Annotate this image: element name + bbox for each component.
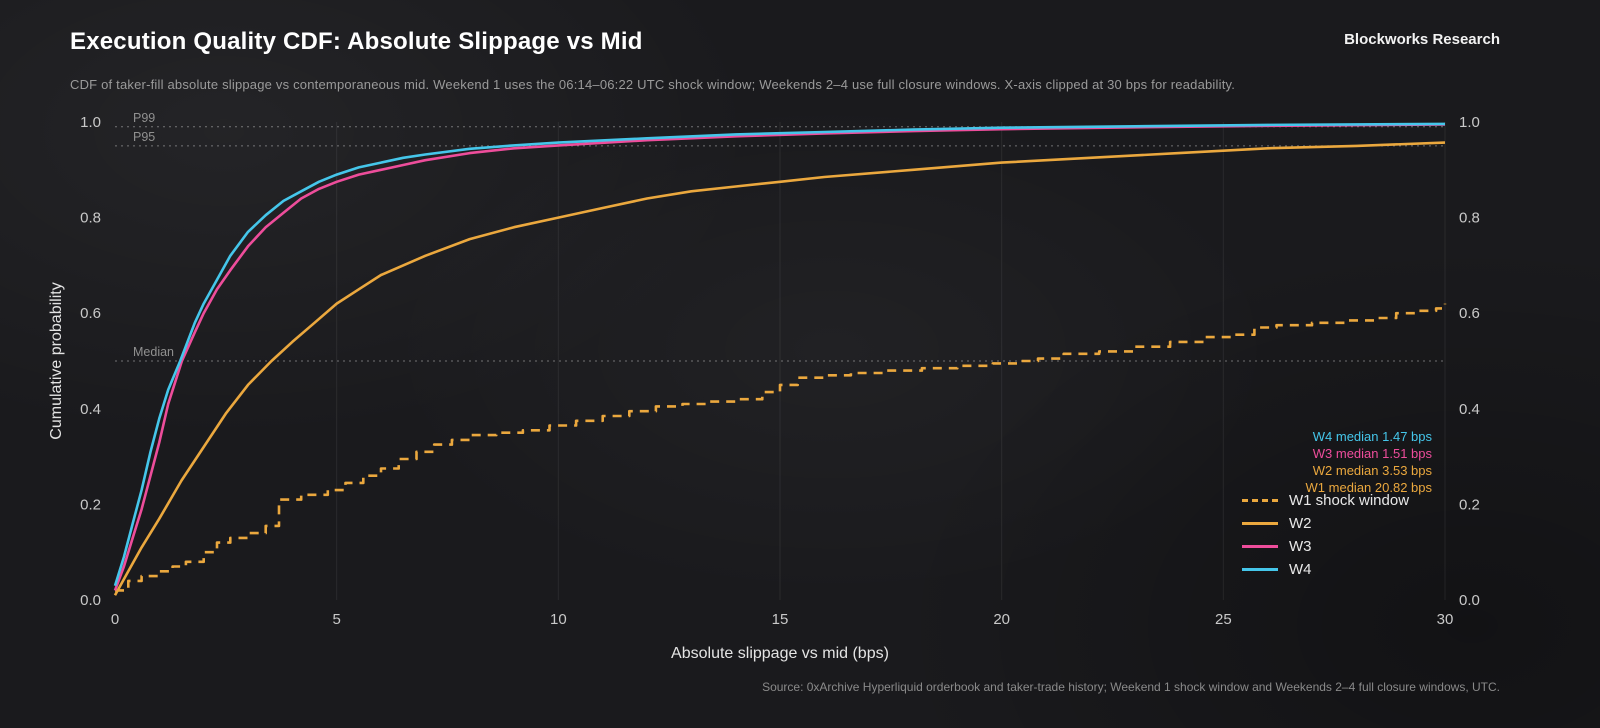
x-tick-label: 25 xyxy=(1215,611,1232,628)
median-annotation: W1 median 20.82 bps xyxy=(1305,480,1432,495)
x-axis-label: Absolute slippage vs mid (bps) xyxy=(671,645,889,662)
y-tick-label-right: 0.6 xyxy=(1459,305,1480,322)
median-annotation: W2 median 3.53 bps xyxy=(1312,463,1432,478)
legend-item-w1-shock-window[interactable]: W1 shock window xyxy=(1242,489,1409,512)
y-tick-label-left: 0.2 xyxy=(80,496,101,513)
y-tick-label-left: 1.0 xyxy=(80,114,101,131)
median-annotations: W4 median 1.47 bps W3 median 1.51 bps W2 m… xyxy=(1306,428,1432,496)
y-tick-label-left: 0.8 xyxy=(80,210,101,227)
series-w3 xyxy=(113,123,1446,591)
series-w1-shock-window xyxy=(115,303,1447,592)
x-tick-label: 5 xyxy=(332,611,340,628)
legend-swatch xyxy=(1242,522,1278,525)
reference-line-label: P99 xyxy=(133,111,155,125)
y-tick-label-right: 1.0 xyxy=(1459,114,1480,131)
median-annotation: W3 median 1.51 bps xyxy=(1312,446,1432,461)
source-note: Source: 0xArchive Hyperliquid orderbook … xyxy=(762,680,1500,694)
x-tick-label: 15 xyxy=(772,611,789,628)
y-tick-label-left: 0.6 xyxy=(80,305,101,322)
median-annotation: W4 median 1.47 bps xyxy=(1312,429,1432,444)
y-tick-label-right: 0.8 xyxy=(1459,210,1480,227)
legend-label: W2 xyxy=(1289,515,1312,532)
x-tick-label: 20 xyxy=(993,611,1010,628)
reference-line-label: Median xyxy=(133,345,174,359)
y-tick-label-right: 0.4 xyxy=(1459,401,1480,418)
reference-line-label: P95 xyxy=(133,130,155,144)
x-tick-label: 30 xyxy=(1437,611,1454,628)
brand-logo: Blockworks Research xyxy=(1344,31,1500,48)
legend: W1 shock window W2 W3 W4 xyxy=(1242,489,1409,581)
legend-label: W1 shock window xyxy=(1289,492,1410,509)
series-w2 xyxy=(113,141,1446,596)
x-tick-label: 0 xyxy=(111,611,119,628)
y-tick-label-left: 0.4 xyxy=(80,401,101,418)
legend-swatch xyxy=(1242,545,1278,548)
legend-swatch xyxy=(1242,499,1278,502)
legend-item-w2[interactable]: W2 xyxy=(1242,512,1409,535)
y-tick-label-right: 0.0 xyxy=(1459,592,1480,609)
legend-swatch xyxy=(1242,568,1278,571)
x-tick-label: 10 xyxy=(550,611,567,628)
series-w4 xyxy=(113,122,1446,587)
y-tick-label-left: 0.0 xyxy=(80,592,101,609)
legend-label: W4 xyxy=(1289,561,1312,578)
legend-item-w4[interactable]: W4 xyxy=(1242,558,1409,581)
page-title: Execution Quality CDF: Absolute Slippage… xyxy=(70,28,643,55)
chart-subtitle: CDF of taker-fill absolute slippage vs c… xyxy=(70,77,1236,92)
legend-label: W3 xyxy=(1289,538,1312,555)
y-axis-label: Cumulative probability xyxy=(48,282,65,440)
legend-item-w3[interactable]: W3 xyxy=(1242,535,1409,558)
y-tick-label-right: 0.2 xyxy=(1459,496,1480,513)
